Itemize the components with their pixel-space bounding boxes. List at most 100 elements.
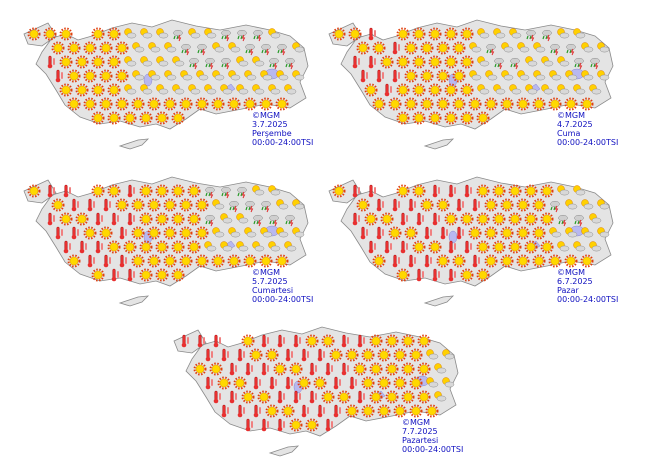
sun — [109, 186, 119, 196]
thermometer-2 — [69, 187, 71, 194]
thermometer-2 — [187, 337, 189, 344]
sun — [422, 43, 432, 53]
thermometer — [361, 69, 365, 80]
thermometer-2 — [267, 337, 269, 344]
sun-rays — [396, 83, 410, 97]
sun-rays — [179, 198, 193, 212]
sun — [406, 228, 416, 238]
forecast-date: 5.7.2025 — [252, 277, 288, 286]
cyprus — [268, 445, 300, 457]
sun-rays — [115, 198, 129, 212]
sun — [157, 270, 167, 280]
thermometer — [48, 212, 52, 223]
sun-rays — [476, 184, 490, 198]
rain — [590, 63, 596, 68]
sun-rays — [460, 27, 474, 41]
sun — [454, 99, 464, 109]
sun-rays — [123, 240, 137, 254]
sun — [125, 113, 135, 123]
forecast-time: 00:00-24:00TSI — [402, 445, 463, 454]
sun — [157, 242, 167, 252]
thermometer-2 — [390, 86, 392, 93]
cloud — [158, 32, 169, 39]
sun — [307, 420, 317, 430]
rain — [261, 206, 267, 211]
lightning — [578, 219, 583, 227]
thermometer — [262, 334, 266, 345]
thermometer-2 — [299, 337, 301, 344]
thermometer-bulb — [464, 248, 470, 254]
rain — [237, 192, 243, 197]
sun — [363, 406, 373, 416]
sun — [371, 336, 381, 346]
sun-rays — [195, 254, 209, 268]
cloud — [254, 88, 265, 95]
thermometer-2 — [363, 393, 365, 400]
lightning — [281, 48, 286, 56]
sun-rays — [412, 184, 426, 198]
thermometer-2 — [422, 271, 424, 278]
sun-rays — [396, 268, 410, 282]
lightning — [570, 48, 575, 56]
thermometer-bulb — [213, 398, 219, 404]
sun — [526, 242, 536, 252]
thermometer — [385, 240, 389, 251]
thermometer-2 — [366, 72, 368, 79]
sun-rays — [452, 41, 466, 55]
rain — [510, 63, 516, 68]
thermometer-2 — [374, 243, 376, 250]
sun — [374, 43, 384, 53]
sun — [363, 378, 373, 388]
sun-rays — [139, 240, 153, 254]
cloud — [294, 74, 305, 81]
cloud — [262, 231, 273, 238]
cloud — [221, 57, 231, 65]
sun-rays — [51, 41, 65, 55]
thermometer-2 — [93, 201, 95, 208]
thermometer — [377, 69, 381, 80]
thermometer-2 — [390, 243, 392, 250]
sun-rays — [580, 97, 594, 111]
sun-rays — [75, 212, 89, 226]
sun — [29, 186, 39, 196]
sun-rays — [211, 97, 225, 111]
sun-rays — [369, 334, 383, 348]
sun — [173, 214, 183, 224]
thermometer-bulb — [392, 206, 398, 212]
sun-rays — [540, 212, 554, 226]
sun — [379, 378, 389, 388]
sun-rays — [548, 97, 562, 111]
sun — [566, 99, 576, 109]
sun-rays — [99, 97, 113, 111]
cloud — [278, 74, 289, 81]
sun — [85, 99, 95, 109]
sun-rays — [67, 69, 81, 83]
sun-rays — [91, 27, 105, 41]
thermometer-2 — [339, 407, 341, 414]
sun-rays — [195, 97, 209, 111]
cloud — [269, 214, 279, 222]
sun — [69, 43, 79, 53]
sun-rays — [500, 254, 514, 268]
thermometer — [393, 69, 397, 80]
thermometer-2 — [323, 351, 325, 358]
sun — [93, 85, 103, 95]
thermometer-2 — [462, 229, 464, 236]
thermometer-bulb — [352, 192, 358, 198]
sun — [275, 364, 285, 374]
sun-rays — [259, 254, 273, 268]
sun-rays — [420, 198, 434, 212]
cloud — [503, 46, 514, 53]
sun — [486, 256, 496, 266]
thermometer-2 — [355, 379, 357, 386]
thermometer-bulb — [119, 262, 125, 268]
sun-rays — [404, 69, 418, 83]
cloud — [278, 203, 289, 210]
sun-rays — [420, 69, 434, 83]
thermometer — [302, 404, 306, 415]
thermometer-2 — [438, 187, 440, 194]
sun — [494, 214, 504, 224]
thermometer — [112, 268, 116, 279]
thermometer-2 — [358, 215, 360, 222]
sun-rays — [516, 198, 530, 212]
